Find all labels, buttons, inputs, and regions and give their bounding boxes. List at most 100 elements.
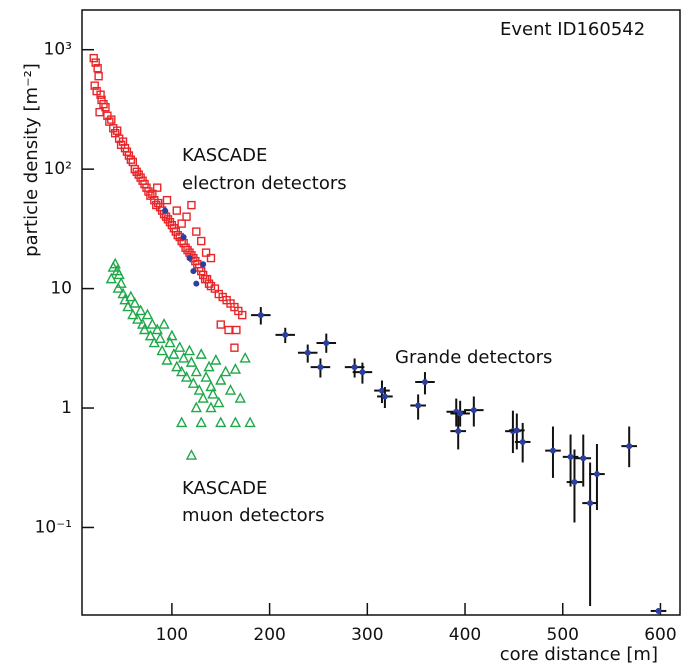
grande-point	[180, 234, 187, 241]
muon-point	[146, 318, 159, 329]
muon-point	[125, 290, 137, 302]
electron-point	[89, 53, 98, 63]
muon-point	[112, 282, 124, 293]
electron-point	[112, 126, 122, 135]
muon-point	[176, 416, 188, 428]
grande-point	[186, 255, 193, 262]
grande-point	[162, 207, 169, 214]
muon-point	[174, 341, 186, 352]
electron-point	[216, 320, 225, 329]
muon-point	[138, 323, 151, 335]
muon-point	[185, 449, 198, 460]
muon-point	[171, 360, 183, 372]
x-tick-label: 300	[351, 625, 383, 645]
muon-point	[127, 308, 139, 320]
muon-point	[176, 365, 188, 377]
electron-point	[206, 253, 216, 263]
electron-point	[96, 90, 105, 99]
electron-point	[90, 81, 99, 90]
annotation: muon detectors	[182, 505, 324, 526]
muon-point	[158, 318, 170, 329]
muon-point	[244, 416, 256, 428]
grande-point	[190, 268, 197, 275]
grande-point	[359, 369, 366, 376]
muon-point	[151, 323, 163, 335]
electron-point	[126, 155, 136, 164]
x-axis-label: core distance [m]	[500, 644, 658, 665]
muon-point	[185, 356, 198, 367]
muon-point	[144, 329, 157, 341]
y-tick-label: 1	[61, 398, 72, 418]
y-tick-label: 10	[50, 279, 72, 299]
annotation: electron detectors	[182, 173, 347, 194]
grande-point	[626, 443, 633, 450]
grande-point	[567, 453, 574, 460]
grande-point	[304, 349, 311, 356]
muon-point	[215, 374, 227, 385]
muon-point	[183, 344, 196, 356]
x-tick-label: 500	[547, 625, 579, 645]
muon-point	[109, 257, 121, 269]
electron-point	[224, 325, 233, 335]
plot-frame	[81, 9, 681, 616]
electron-point	[153, 183, 162, 192]
electron-point	[177, 219, 186, 228]
electron-point	[93, 64, 102, 73]
electron-point	[148, 189, 157, 199]
grande-point	[593, 471, 600, 478]
annotation: Grande detectors	[395, 347, 552, 368]
annotation: Event ID160542	[500, 19, 645, 40]
muon-point	[207, 387, 219, 399]
electron-point	[107, 115, 116, 124]
muon-point	[213, 396, 225, 408]
grande-point	[519, 438, 526, 445]
grande-point	[415, 402, 422, 409]
grande-point	[580, 455, 587, 462]
x-tick-label: 600	[644, 625, 676, 645]
muon-point	[205, 380, 217, 392]
muon-point	[177, 351, 190, 363]
x-tick-label: 400	[449, 625, 481, 645]
muon-point	[195, 348, 207, 359]
grande-point	[470, 407, 477, 414]
muon-point	[200, 371, 212, 382]
muon-point	[161, 354, 173, 365]
electron-point	[172, 206, 181, 215]
electron-point	[94, 72, 103, 81]
x-tick-label: 100	[156, 625, 188, 645]
muon-point	[190, 401, 202, 413]
grande-point	[381, 393, 388, 400]
muon-point	[239, 351, 251, 363]
muon-point	[168, 348, 180, 359]
muon-point	[180, 371, 193, 382]
muon-point	[229, 416, 242, 428]
muon-point	[234, 392, 246, 403]
grande-point	[457, 410, 464, 417]
muon-point	[187, 377, 200, 388]
grande-point	[193, 280, 200, 287]
grande-point	[351, 364, 358, 371]
electron-point	[162, 195, 172, 205]
annotation: KASCADE	[182, 145, 267, 166]
electron-point	[187, 200, 196, 210]
electron-point	[204, 279, 214, 288]
y-tick-label: 10²	[44, 159, 72, 179]
muon-point	[164, 336, 176, 348]
grande-point	[421, 379, 428, 386]
y-axis-label: particle density [m⁻²]	[21, 63, 42, 257]
electron-point	[192, 227, 201, 236]
muon-point	[132, 313, 144, 324]
muon-point	[229, 363, 242, 374]
muon-point	[105, 272, 117, 284]
grande-point	[378, 387, 385, 394]
muon-point	[190, 365, 202, 377]
muon-point	[154, 332, 166, 343]
muon-point	[193, 384, 205, 395]
grande-point	[317, 364, 324, 371]
grande-point	[200, 261, 207, 268]
muon-point	[134, 304, 147, 316]
annotation: KASCADE	[182, 478, 267, 499]
muon-point	[203, 360, 215, 372]
muon-point	[115, 277, 127, 288]
electron-point	[232, 325, 241, 335]
